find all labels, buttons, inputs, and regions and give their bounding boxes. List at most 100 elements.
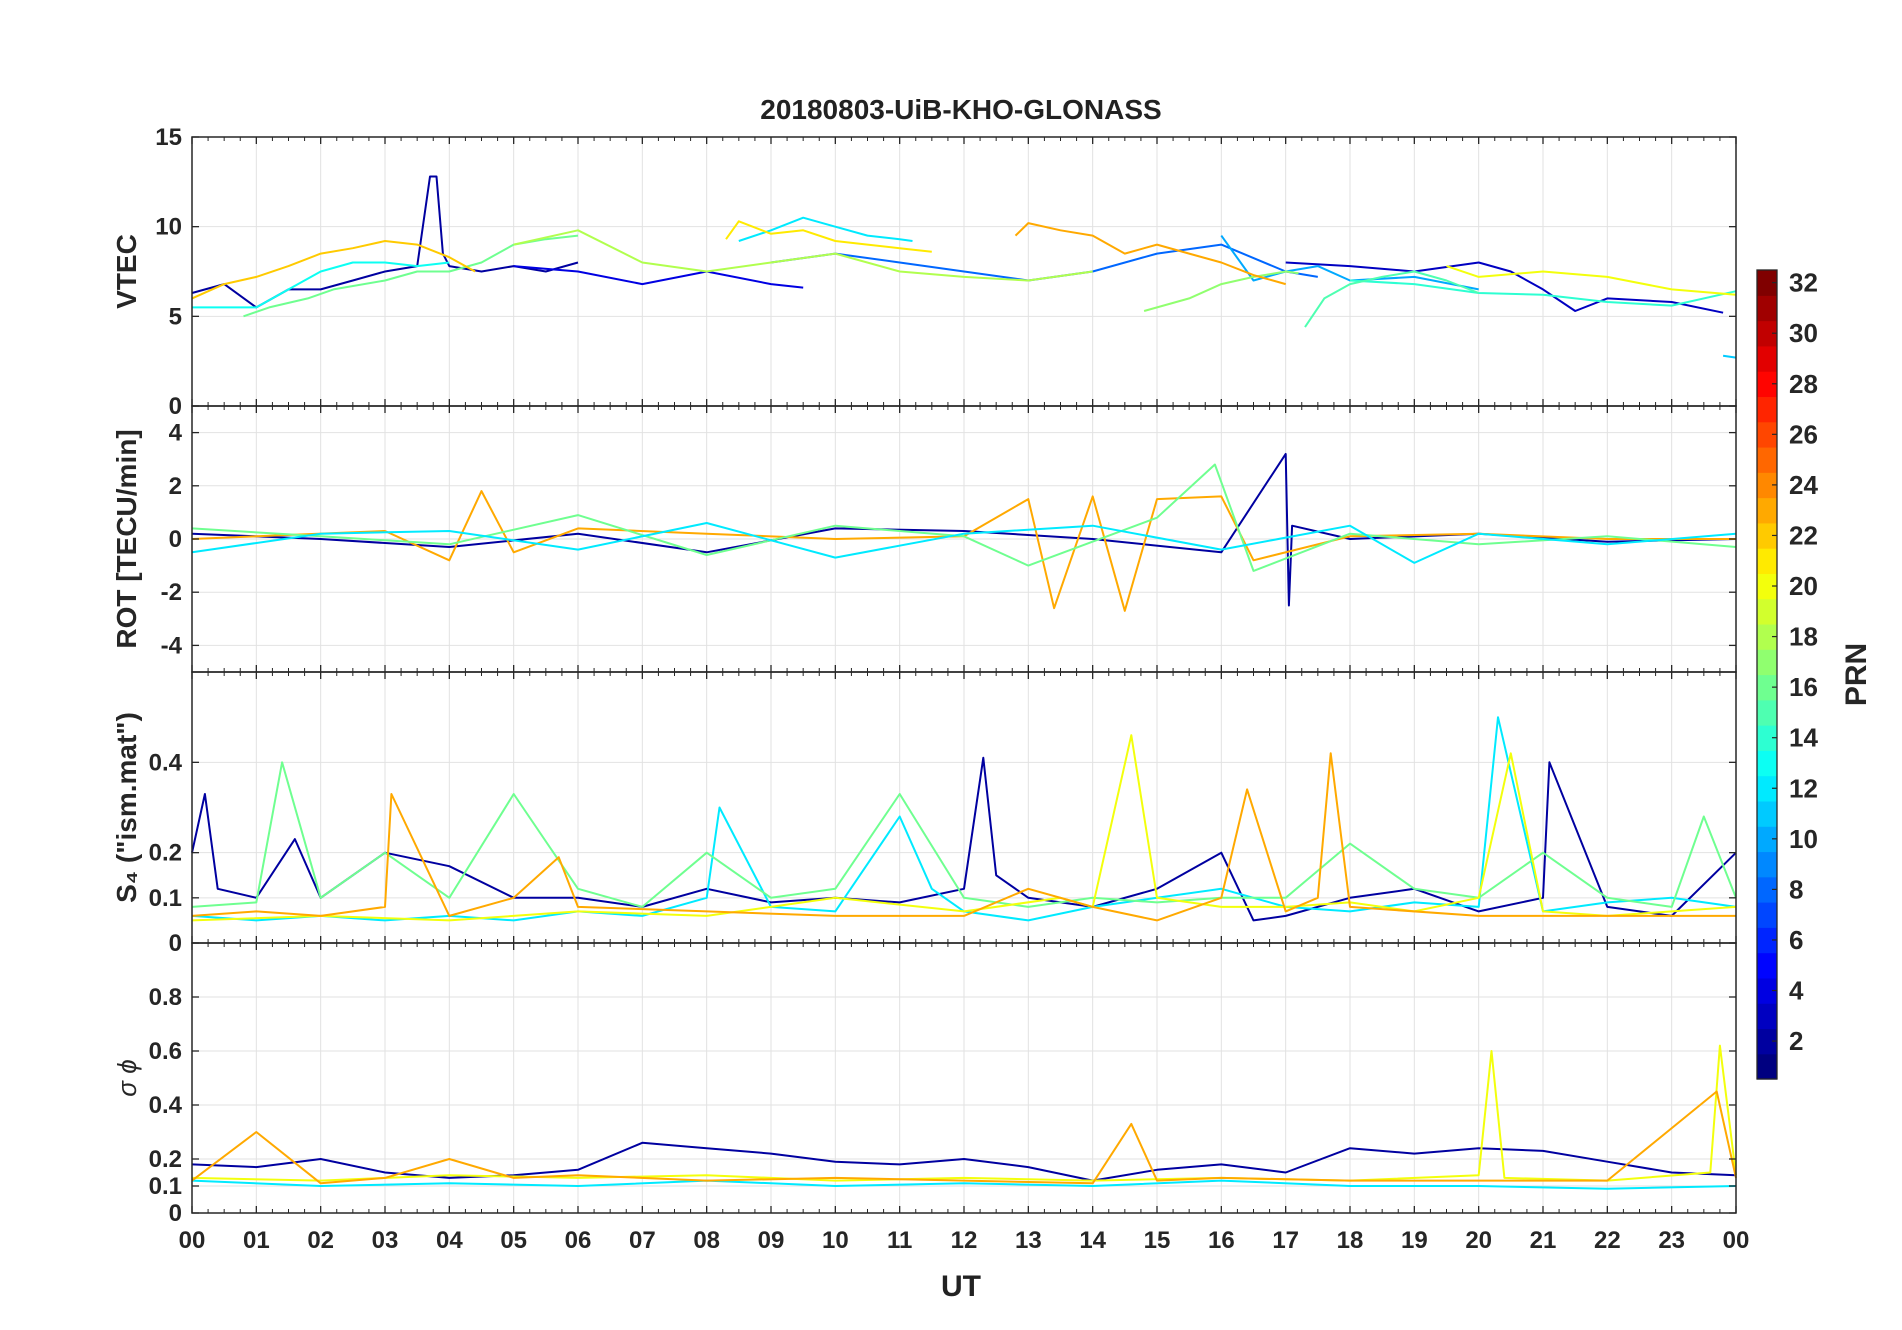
colorbar-tick-label: 28 [1789,369,1818,399]
panel-vtec: 0 5 10 15 VTEC [111,124,1737,420]
panel-s4: 0 0.1 0.2 0.4 S₄ ("ism.mat") [111,671,1737,957]
colorbar-band [1757,295,1777,322]
y-axis-label: S₄ ("ism.mat") [111,712,142,903]
colorbar-band [1757,851,1777,878]
colorbar-tick-label: 16 [1789,672,1818,702]
colorbar-band [1757,1053,1777,1080]
x-tick-label: 02 [307,1227,334,1254]
colorbar-tick-label: 2 [1789,1026,1803,1056]
series-line-prn-12 [191,1179,1737,1190]
colorbar-tick-label: 26 [1789,419,1818,449]
y-tick-label: 10 [155,214,182,241]
colorbar-tick-label: 30 [1789,318,1818,348]
colorbar-tick-label: 18 [1789,622,1818,652]
x-tick-label: 21 [1530,1227,1557,1254]
series-line-prn-16 [191,761,1737,908]
colorbar-tick-label: 8 [1789,874,1803,904]
panel-sigma_phi: 00.10.2 0.4 0.6 0.8 σ ϕ [112,942,1737,1227]
y-tick-label: -4 [161,632,183,659]
series-line-prn-23 [1014,222,1286,286]
colorbar-band [1757,977,1777,1004]
x-tick-label: 14 [1079,1227,1106,1254]
x-tick-label: 15 [1144,1227,1171,1254]
colorbar-band [1757,396,1777,423]
series-line-prn-17 [1143,270,1299,312]
colorbar-band [1757,699,1777,726]
colorbar-band [1757,472,1777,499]
colorbar-band [1757,1003,1777,1030]
colorbar-band [1757,320,1777,347]
y-axis-label: VTEC [111,234,142,309]
series-line-prn-3 [1285,261,1724,314]
y-tick-label: 0 [169,930,182,957]
y-tick-label: 0.1 [149,885,182,912]
colorbar-band [1757,270,1777,296]
series-line-prn-23 [191,1090,1737,1185]
y-tick-label: 0.4 [149,1092,183,1119]
panel-rot: -4 -2 0 2 4 ROT [TECU/min] [111,405,1737,673]
x-tick-label: 11 [887,1227,912,1254]
x-tick-label: 00 [1723,1227,1750,1254]
series-line-prn-20 [1446,265,1737,296]
series-group [191,1044,1737,1190]
colorbar-tick-label: 6 [1789,925,1803,955]
y-tick-label: 2 [169,473,182,500]
series-group [191,175,1737,359]
x-tick-label: 00 [179,1227,206,1254]
y-tick-label: 4 [169,420,183,447]
y-axis-label: ROT [TECU/min] [111,429,142,648]
y-tick-label: 0.6 [149,1038,182,1065]
colorbar-label: PRN [1840,643,1873,706]
series-line-prn-14 [1349,279,1737,307]
colorbar-band [1757,927,1777,954]
series-line-prn-10 [1220,235,1479,291]
series-line-prn-15 [1304,270,1480,328]
x-tick-labels: 00 01 02 03 04 05 06 07 08 09 10 11 12 13 14 15 16 17 18 19… [179,1227,1750,1254]
colorbar-tick-label: 14 [1789,723,1818,753]
colorbar-band [1757,649,1777,676]
series-line-prn-2 [191,1141,1737,1182]
series-line-prn-21 [725,220,932,253]
series-line-prn-18 [513,229,1093,282]
y-tick-label: 0 [169,526,182,553]
x-tick-label: 10 [822,1227,849,1254]
colorbar-band [1757,952,1777,979]
x-tick-label: 01 [243,1227,270,1254]
x-tick-label: 09 [758,1227,785,1254]
x-tick-label: 20 [1465,1227,1492,1254]
series-line-prn-12 [191,522,1737,564]
series-line-prn-16 [191,463,1737,572]
colorbar-band [1757,750,1777,777]
x-tick-label: 16 [1208,1227,1235,1254]
colorbar-band [1757,573,1777,600]
colorbar-band [1757,876,1777,903]
y-tick-label: 5 [169,303,182,330]
y-tick-label: 15 [155,124,182,151]
colorbar-band [1757,598,1777,625]
colorbar-band [1757,345,1777,372]
x-tick-label: 06 [565,1227,592,1254]
x-tick-label: 07 [629,1227,656,1254]
y-tick-label: 0 [169,393,182,420]
y-tick-label: 0 [169,1200,182,1227]
colorbar-band [1757,548,1777,574]
y-tick-label: 0.2 [149,1146,182,1173]
grid-lines [191,672,1737,944]
x-tick-label: 19 [1401,1227,1428,1254]
colorbar-band [1757,775,1777,802]
series-line-prn-8 [770,243,1318,282]
y-tick-label: -2 [161,579,182,606]
colorbar-band [1757,826,1777,853]
series-group [191,452,1737,612]
y-tick-label: 0.1 [149,1173,182,1200]
colorbar-band [1757,725,1777,751]
series-line-prn-22 [191,240,476,300]
x-tick-label: 18 [1337,1227,1364,1254]
colorbar-frame [1756,269,1778,1080]
x-tick-label: 23 [1658,1227,1685,1254]
series-line-prn-11 [1722,354,1737,359]
x-axis-label: UT [941,1270,981,1303]
y-tick-label: 0.2 [149,840,182,867]
